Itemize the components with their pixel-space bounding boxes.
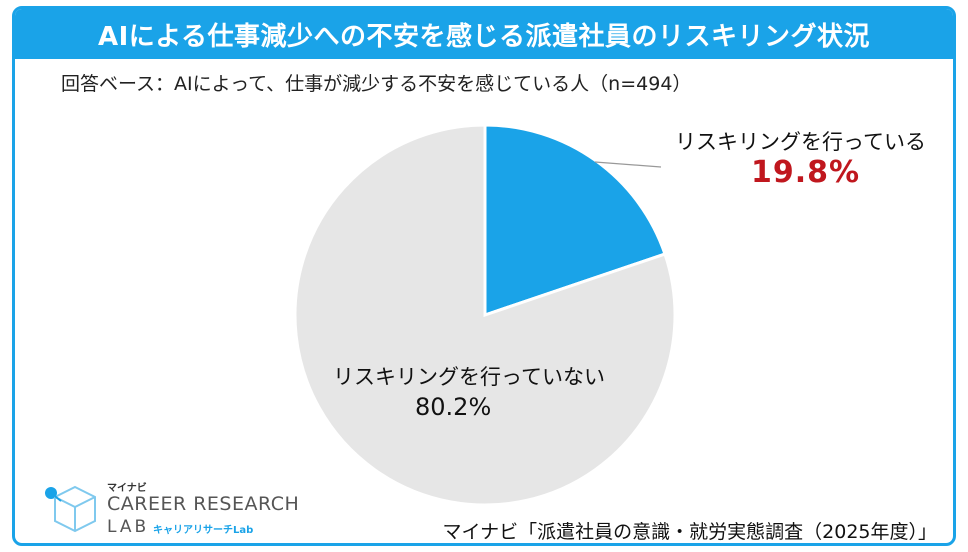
slice-label-no: リスキリングを行っていない	[333, 365, 605, 389]
source-note: マイナビ「派遣社員の意識・就労実態調査（2025年度）」	[442, 521, 937, 543]
base-note: 回答ベース：AIによって、仕事が減少する不安を感じている人（n=494）	[61, 73, 692, 95]
logo-mynavi-text: マイナビ	[107, 483, 147, 494]
pie-slice-yes	[483, 123, 667, 318]
slice-value-yes: 19.8%	[751, 155, 861, 190]
pie-slice-no	[293, 123, 677, 507]
slice-label-yes: リスキリングを行っている	[675, 130, 926, 154]
chart-frame: AIによる仕事減少への不安を感じる派遣社員のリスキリング状況 回答ベース：AIに…	[12, 6, 956, 546]
logo-cube-icon	[45, 485, 96, 533]
logo-main-text: CAREER RESEARCH	[107, 493, 300, 515]
logo-sub-text: キャリアリサーチLab	[153, 525, 254, 536]
logo-lab-text: LAB	[107, 517, 150, 537]
chart-title-banner: AIによる仕事減少への不安を感じる派遣社員のリスキリング状況	[15, 9, 953, 59]
career-research-lab-logo: マイナビ CAREER RESEARCH LAB キャリアリサーチLab	[35, 477, 299, 541]
slice-value-no: 80.2%	[415, 393, 492, 421]
leader-line	[594, 161, 662, 168]
pie-chart	[293, 123, 677, 507]
